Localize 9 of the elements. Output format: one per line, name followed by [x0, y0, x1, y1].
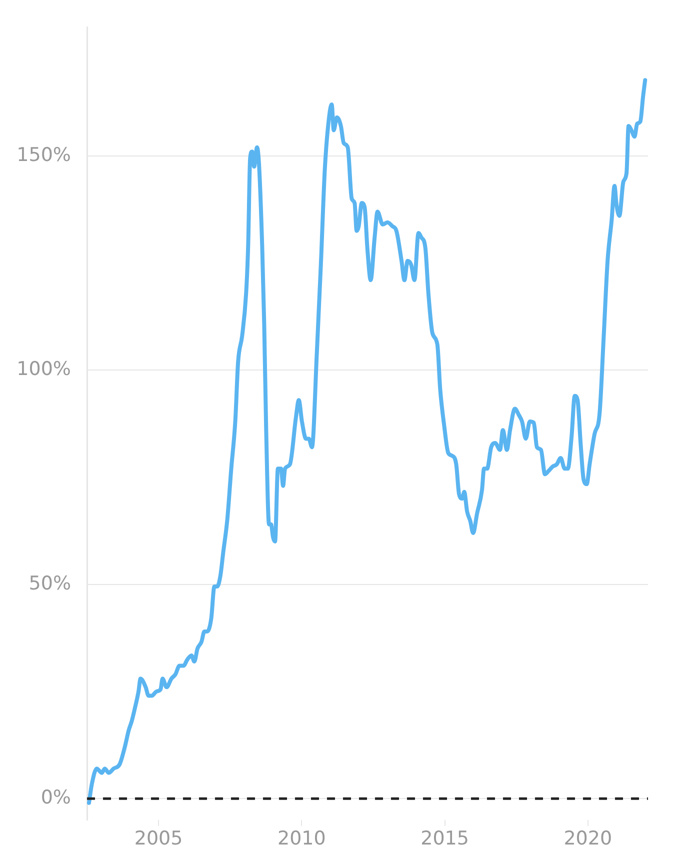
line-series	[87, 78, 648, 805]
y-tick-label: 100%	[16, 358, 71, 380]
x-tick-label: 2005	[134, 827, 183, 849]
x-tick-label: 2015	[420, 827, 469, 849]
x-tick-label: 2010	[277, 827, 326, 849]
x-tick-label: 2020	[564, 827, 612, 849]
y-tick-label: 150%	[16, 144, 71, 166]
y-tick-label: 50%	[28, 572, 71, 594]
y-tick-label: 0%	[40, 786, 71, 809]
